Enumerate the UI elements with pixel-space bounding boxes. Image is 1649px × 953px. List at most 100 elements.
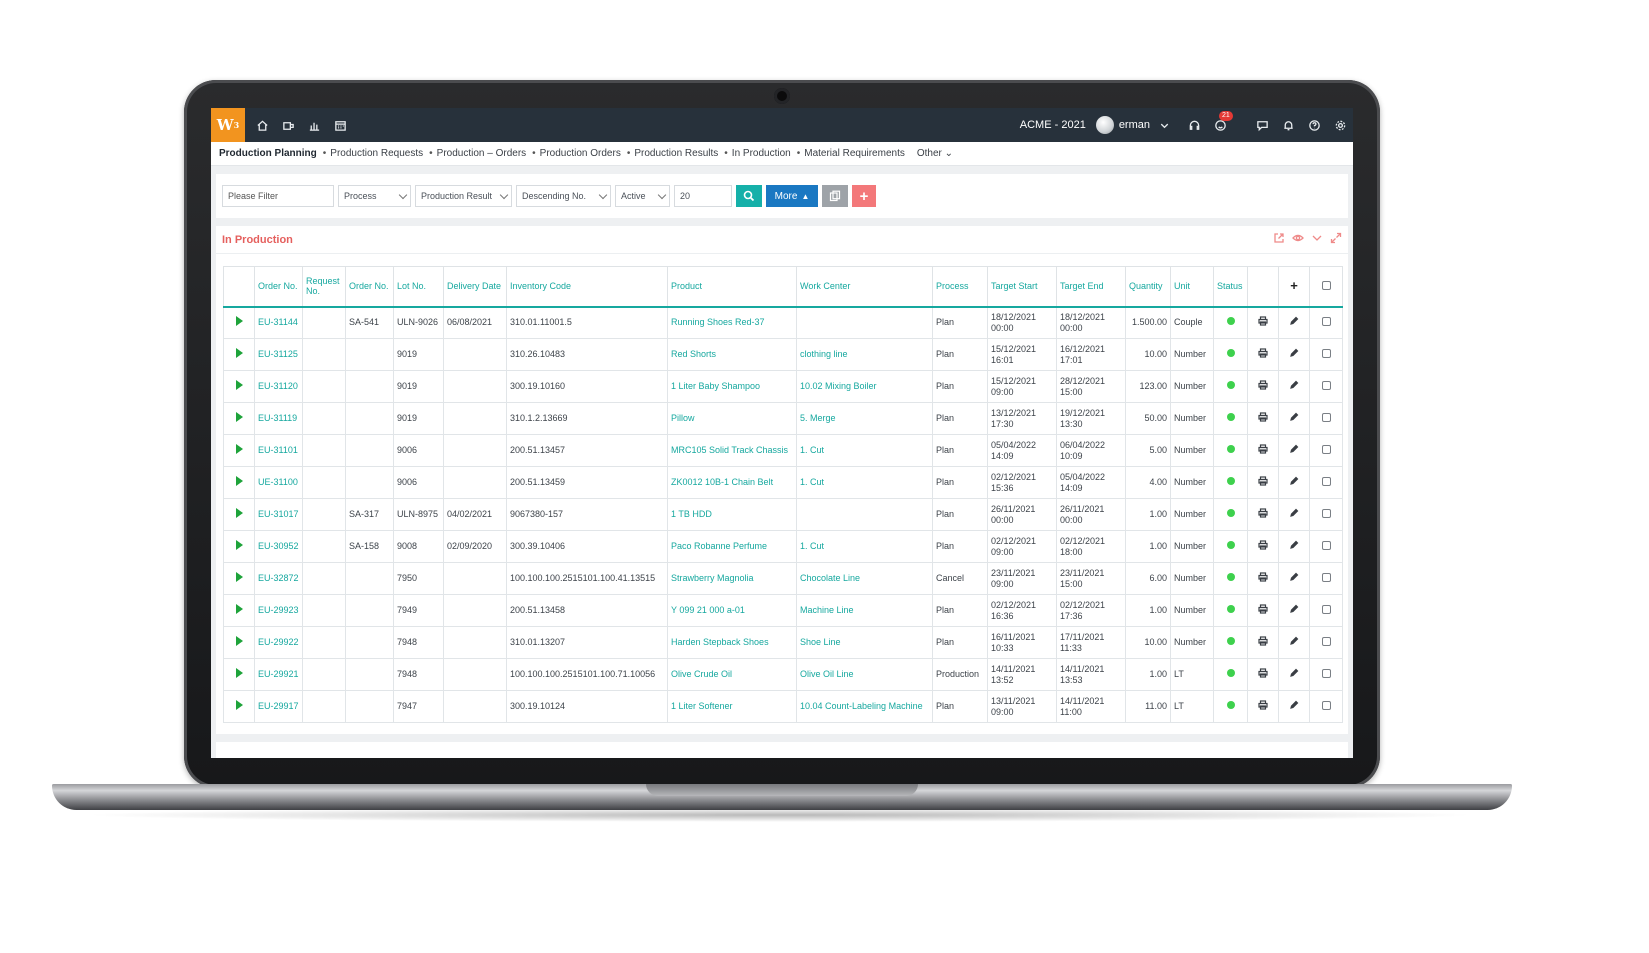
product-link[interactable]: 1 Liter Softener [667, 690, 797, 723]
gear-icon[interactable] [1331, 116, 1349, 134]
select-all-checkbox[interactable] [1321, 280, 1331, 290]
row-select[interactable] [1309, 530, 1343, 563]
edit-button[interactable] [1278, 402, 1310, 435]
order-no-link[interactable]: EU-29923 [254, 594, 303, 627]
expand-row-button[interactable] [223, 338, 255, 371]
work-center-link[interactable] [796, 306, 933, 339]
print-button[interactable] [1247, 498, 1279, 531]
table-row[interactable]: EU-29921 7948 100.100.100.2515101.100.71.1… [223, 658, 1343, 691]
col-header-target-start[interactable]: Target Start [987, 266, 1057, 308]
product-link[interactable]: Olive Crude Oil [667, 658, 797, 691]
eye-icon[interactable] [1292, 231, 1304, 249]
expand-row-button[interactable] [223, 434, 255, 467]
edit-button[interactable] [1278, 466, 1310, 499]
work-center-link[interactable]: 10.04 Count-Labeling Machine [796, 690, 933, 723]
col-header-quantity[interactable]: Quantity [1125, 266, 1171, 308]
menu-production-requests[interactable]: Production Requests [330, 148, 424, 159]
row-checkbox[interactable] [1321, 412, 1331, 422]
order-no-link[interactable]: EU-31017 [254, 498, 303, 531]
col-header-delivery-date[interactable]: Delivery Date [443, 266, 507, 308]
print-button[interactable] [1247, 530, 1279, 563]
print-button[interactable] [1247, 370, 1279, 403]
work-center-link[interactable]: 5. Merge [796, 402, 933, 435]
expand-row-button[interactable] [223, 370, 255, 403]
col-header-unit[interactable]: Unit [1170, 266, 1214, 308]
menu-production-planning[interactable]: Production Planning [219, 148, 317, 159]
expand-row-button[interactable] [223, 306, 255, 339]
edit-button[interactable] [1278, 530, 1310, 563]
row-select[interactable] [1309, 338, 1343, 371]
work-center-link[interactable]: Chocolate Line [796, 562, 933, 595]
print-button[interactable] [1247, 434, 1279, 467]
product-link[interactable]: ZK0012 10B-1 Chain Belt [667, 466, 797, 499]
filter-input[interactable]: Please Filter [222, 185, 334, 207]
smiley-icon[interactable]: 21 [1211, 111, 1233, 134]
product-link[interactable]: MRC105 Solid Track Chassis [667, 434, 797, 467]
row-checkbox[interactable] [1321, 572, 1331, 582]
product-link[interactable]: Running Shoes Red-37 [667, 306, 797, 339]
row-select[interactable] [1309, 690, 1343, 723]
row-select[interactable] [1309, 626, 1343, 659]
row-checkbox[interactable] [1321, 348, 1331, 358]
col-header-process[interactable]: Process [932, 266, 988, 308]
print-button[interactable] [1247, 690, 1279, 723]
work-center-link[interactable]: clothing line [796, 338, 933, 371]
table-row[interactable]: EU-31101 9006 200.51.13457 MRC105 Solid Tra… [223, 434, 1343, 467]
edit-button[interactable] [1278, 562, 1310, 595]
expand-row-button[interactable] [223, 690, 255, 723]
table-row[interactable]: EU-32872 7950 100.100.100.2515101.100.41.1… [223, 562, 1343, 595]
work-center-link[interactable]: 1. Cut [796, 530, 933, 563]
order-no-link[interactable]: EU-29922 [254, 626, 303, 659]
print-button[interactable] [1247, 338, 1279, 371]
col-header-add[interactable]: + [1278, 266, 1310, 308]
sort-select[interactable]: Descending No. [516, 185, 611, 207]
expand-row-button[interactable] [223, 402, 255, 435]
table-row[interactable]: EU-29923 7949 200.51.13458 Y 099 21 000 a-0… [223, 594, 1343, 627]
order-no-link[interactable]: EU-29921 [254, 658, 303, 691]
expand-row-button[interactable] [223, 530, 255, 563]
edit-button[interactable] [1278, 498, 1310, 531]
page-size-input[interactable]: 20 [674, 185, 732, 207]
table-row[interactable]: UE-31100 9006 200.51.13459 ZK0012 10B-1 Cha… [223, 466, 1343, 499]
row-select[interactable] [1309, 562, 1343, 595]
product-link[interactable]: Strawberry Magnolia [667, 562, 797, 595]
work-center-link[interactable]: 10.02 Mixing Boiler [796, 370, 933, 403]
row-checkbox[interactable] [1321, 444, 1331, 454]
row-select[interactable] [1309, 402, 1343, 435]
table-row[interactable]: EU-31120 9019 300.19.10160 1 Liter Baby Sha… [223, 370, 1343, 403]
work-center-link[interactable]: Machine Line [796, 594, 933, 627]
table-row[interactable]: EU-30952 SA-158 9008 02/09/2020 300.39.10406… [223, 530, 1343, 563]
col-header-status[interactable]: Status [1213, 266, 1248, 308]
company-name[interactable]: ACME - 2021 [1019, 119, 1086, 131]
work-center-link[interactable]: Shoe Line [796, 626, 933, 659]
product-link[interactable]: Pillow [667, 402, 797, 435]
col-header-request-no[interactable]: Request No. [302, 266, 346, 308]
col-header-order-no[interactable]: Order No. [254, 266, 303, 308]
order-no-link[interactable]: EU-31119 [254, 402, 303, 435]
edit-button[interactable] [1278, 690, 1310, 723]
col-header-work-center[interactable]: Work Center [796, 266, 933, 308]
product-link[interactable]: 1 Liter Baby Shampoo [667, 370, 797, 403]
order-no-link[interactable]: EU-29917 [254, 690, 303, 723]
export-icon[interactable] [1273, 231, 1285, 249]
order-no-link[interactable]: EU-30952 [254, 530, 303, 563]
table-row[interactable]: EU-31125 9019 310.26.10483 Red Shorts clothi… [223, 338, 1343, 371]
col-header-order-no-2[interactable]: Order No. [345, 266, 394, 308]
expand-icon[interactable] [1330, 231, 1342, 249]
user-menu[interactable]: erman [1095, 116, 1173, 134]
row-select[interactable] [1309, 658, 1343, 691]
row-checkbox[interactable] [1321, 380, 1331, 390]
row-select[interactable] [1309, 306, 1343, 339]
edit-button[interactable] [1278, 658, 1310, 691]
process-select[interactable]: Process [338, 185, 411, 207]
row-checkbox[interactable] [1321, 700, 1331, 710]
row-checkbox[interactable] [1321, 540, 1331, 550]
expand-row-button[interactable] [223, 498, 255, 531]
edit-button[interactable] [1278, 434, 1310, 467]
add-button[interactable]: + [852, 185, 876, 207]
print-button[interactable] [1247, 306, 1279, 339]
work-center-link[interactable]: Olive Oil Line [796, 658, 933, 691]
production-result-select[interactable]: Production Result [415, 185, 512, 207]
row-checkbox[interactable] [1321, 476, 1331, 486]
